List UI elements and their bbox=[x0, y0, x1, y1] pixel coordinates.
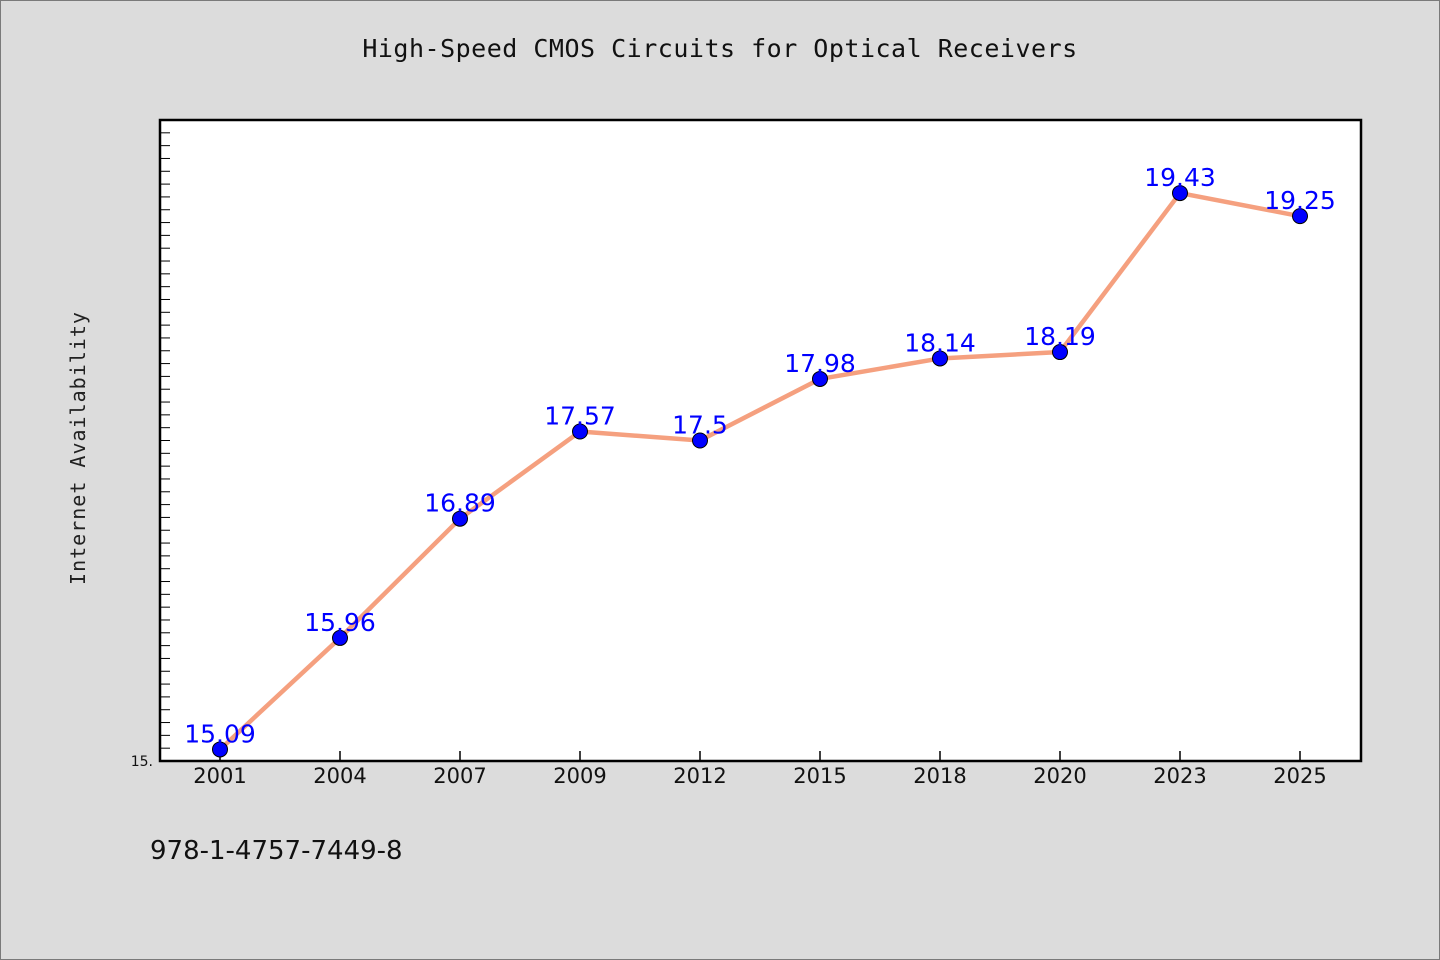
data-label: 17.57 bbox=[544, 402, 616, 431]
x-axis-ticks bbox=[219, 751, 1301, 761]
data-label: 15.09 bbox=[184, 719, 256, 748]
data-point bbox=[1292, 208, 1308, 225]
x-tick-label: 2001 bbox=[193, 764, 246, 788]
footer-isbn: 978-1-4757-7449-8 bbox=[150, 836, 403, 866]
data-label: 17.98 bbox=[784, 349, 856, 378]
x-tick-label: 2012 bbox=[673, 764, 726, 788]
data-point bbox=[332, 629, 348, 646]
data-label: 18.14 bbox=[904, 328, 976, 357]
data-label: 18.19 bbox=[1024, 322, 1096, 351]
y-axis-min-label: 15. bbox=[131, 754, 153, 770]
data-point bbox=[1172, 185, 1188, 202]
data-point bbox=[932, 350, 948, 367]
data-point bbox=[1052, 344, 1068, 361]
data-label: 19.43 bbox=[1144, 163, 1216, 192]
data-point bbox=[212, 741, 228, 758]
data-point bbox=[572, 423, 588, 440]
x-tick-label: 2023 bbox=[1153, 764, 1206, 788]
y-axis-ticks bbox=[160, 132, 170, 749]
data-label: 19.25 bbox=[1264, 186, 1336, 215]
data-label: 16.89 bbox=[424, 489, 496, 518]
data-label: 17.5 bbox=[672, 411, 728, 440]
x-tick-label: 2015 bbox=[793, 764, 846, 788]
chart-title: High-Speed CMOS Circuits for Optical Rec… bbox=[362, 34, 1078, 63]
data-point bbox=[812, 370, 828, 387]
data-point bbox=[452, 510, 468, 527]
x-axis-tick-labels: 2001 2004 2007 2009 2012 2015 2018 2020 2023 2025 bbox=[193, 764, 1326, 788]
plot-area bbox=[158, 118, 1363, 763]
data-label: 15.96 bbox=[304, 608, 376, 637]
series-line bbox=[217, 190, 1303, 752]
x-tick-label: 2004 bbox=[313, 764, 366, 788]
x-tick-label: 2007 bbox=[433, 764, 486, 788]
x-tick-label: 2018 bbox=[913, 764, 966, 788]
data-point bbox=[692, 432, 708, 449]
data-markers bbox=[212, 185, 1308, 758]
x-tick-label: 2009 bbox=[553, 764, 606, 788]
x-tick-label: 2020 bbox=[1033, 764, 1086, 788]
data-value-labels: 15.09 15.96 16.89 17.57 17.5 17.98 18.14 18.19 1… bbox=[184, 163, 1336, 748]
x-tick-label: 2025 bbox=[1273, 764, 1326, 788]
